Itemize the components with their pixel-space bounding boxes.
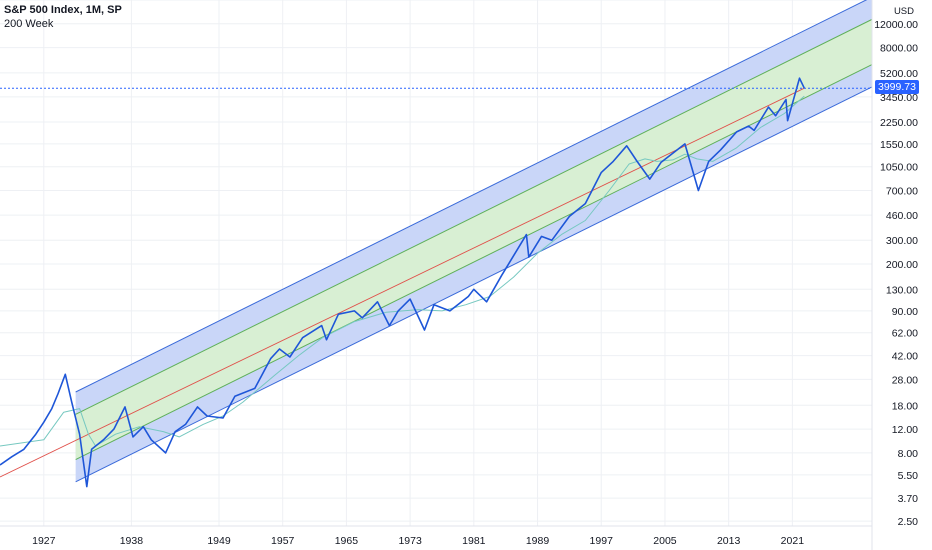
y-tick-label: 1550.00: [880, 139, 918, 151]
inner-channel-upper: [75, 18, 873, 415]
y-tick-label: 200.00: [886, 259, 918, 271]
y-tick-label: 90.00: [892, 306, 918, 318]
y-tick-label: 700.00: [886, 186, 918, 198]
ma-series-line: [0, 95, 805, 447]
y-tick-label: 2.50: [898, 516, 919, 528]
x-tick-label: 1938: [120, 535, 144, 547]
y-tick-label: 8.00: [898, 448, 919, 460]
inner-channel-fill: [75, 19, 873, 460]
chart-title: S&P 500 Index, 1M, SP: [4, 4, 122, 16]
regression-series-line: [0, 87, 805, 478]
regression-channel: [75, 0, 873, 483]
x-tick-label: 1927: [32, 535, 56, 547]
time-axis[interactable]: 1927 1938 1949 1957 1965 1973 1981 1989 1997 2005…: [0, 525, 872, 547]
y-tick-label: 130.00: [886, 284, 918, 296]
y-tick-label: 460.00: [886, 210, 918, 222]
y-tick-label: 1050.00: [880, 162, 918, 174]
price-axis[interactable]: 2.50 3.70 5.50 8.00 12.00 18.00 28.00 42.00 62.0…: [871, 0, 919, 550]
y-tick-label: 42.00: [892, 351, 918, 363]
last-price-tag: 3999.73: [875, 80, 919, 95]
y-tick-label: 18.00: [892, 400, 918, 412]
x-tick-label: 1997: [590, 535, 614, 547]
x-tick-label: 2021: [781, 535, 805, 547]
y-tick-label: 12.00: [892, 424, 918, 436]
x-tick-label: 2005: [653, 535, 677, 547]
y-tick-label: 62.00: [892, 328, 918, 340]
x-tick-label: 1949: [207, 535, 231, 547]
y-tick-label: 12000.00: [874, 19, 918, 31]
y-tick-label: 3450.00: [880, 92, 918, 104]
x-tick-label: 1989: [526, 535, 550, 547]
x-tick-label: 1957: [271, 535, 295, 547]
x-tick-label: 2013: [717, 535, 741, 547]
y-tick-label: 5200.00: [880, 68, 918, 80]
x-tick-label: 1965: [335, 535, 359, 547]
currency-label[interactable]: USD: [893, 6, 914, 17]
outer-channel-upper: [75, 0, 868, 393]
chart-series: [0, 77, 806, 488]
y-tick-label: 2250.00: [880, 117, 918, 129]
y-tick-label: 300.00: [886, 235, 918, 247]
y-tick-label: 8000.00: [880, 43, 918, 55]
x-tick-label: 1973: [398, 535, 422, 547]
x-tick-label: 1981: [462, 535, 486, 547]
y-tick-label: 3.70: [898, 493, 919, 505]
y-tick-label: 5.50: [898, 470, 919, 482]
indicator-label[interactable]: 200 Week: [4, 18, 54, 30]
y-tick-label: 28.00: [892, 374, 918, 386]
price-series-line: [0, 77, 806, 488]
